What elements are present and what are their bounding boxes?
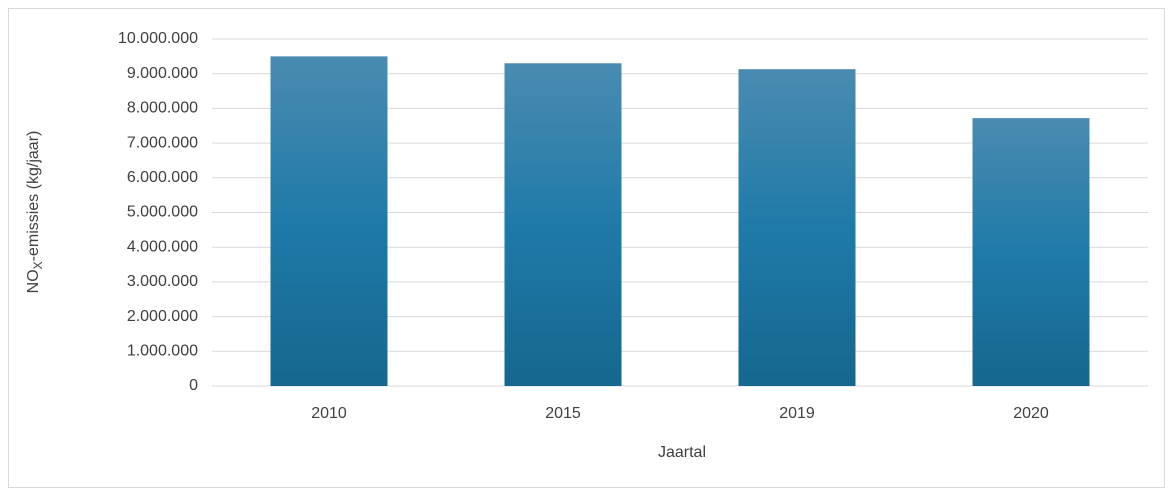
- y-tick-label: 5.000.000: [127, 204, 198, 221]
- y-axis-label: NOX-emissies (kg/jaar): [25, 131, 45, 294]
- y-tick-label: 6.000.000: [127, 169, 198, 186]
- x-tick-label: 2019: [779, 405, 815, 422]
- bar: [738, 69, 856, 387]
- y-tick-label: 10.000.000: [118, 30, 198, 47]
- y-tick-label: 1.000.000: [127, 343, 198, 360]
- y-tick-label: 7.000.000: [127, 134, 198, 151]
- bar: [972, 118, 1090, 386]
- x-axis-label: Jaartal: [658, 444, 706, 461]
- x-tick-label: 2020: [1013, 405, 1049, 422]
- x-tick-label: 2010: [311, 405, 347, 422]
- y-tick-label: 0: [189, 377, 198, 394]
- bar: [504, 63, 622, 386]
- y-tick-label: 2.000.000: [127, 308, 198, 325]
- y-tick-label: 4.000.000: [127, 238, 198, 255]
- y-tick-label: 3.000.000: [127, 273, 198, 290]
- y-tick-label: 8.000.000: [127, 100, 198, 117]
- bar: [270, 56, 388, 386]
- y-tick-label: 9.000.000: [127, 65, 198, 82]
- x-tick-label: 2015: [545, 405, 581, 422]
